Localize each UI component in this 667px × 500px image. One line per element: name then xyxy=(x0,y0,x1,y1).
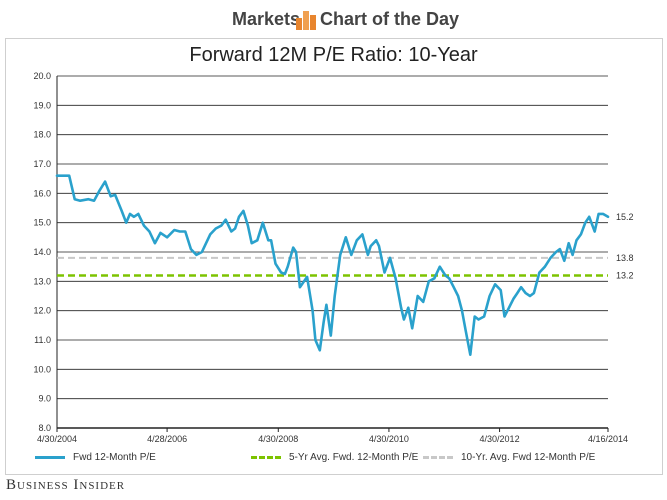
legend: Fwd 12-Month P/E 5-Yr Avg. Fwd. 12-Month… xyxy=(5,447,661,469)
pe-series-end-label: 15.2 xyxy=(616,212,634,222)
business-insider-logo-text: Business Insider xyxy=(6,477,126,493)
y-tick-label: 13.0 xyxy=(33,276,51,286)
legend-label-5yr-avg: 5-Yr Avg. Fwd. 12-Month P/E xyxy=(289,452,419,463)
y-tick-label: 12.0 xyxy=(33,306,51,316)
y-tick-label: 17.0 xyxy=(33,159,51,169)
x-tick-label: 4/16/2014 xyxy=(588,434,628,444)
legend-swatch-10yr-avg xyxy=(423,456,453,459)
bar-chart-logo-icon xyxy=(296,11,316,30)
x-tick-label: 4/30/2008 xyxy=(258,434,298,444)
legend-item-10yr-avg: 10-Yr. Avg. Fwd 12-Month P/E xyxy=(423,452,595,463)
chart-of-the-day-text: Chart of the Day xyxy=(320,9,460,29)
markets-brand-text: Markets xyxy=(232,9,301,29)
x-tick-label: 4/30/2010 xyxy=(369,434,409,444)
pe-series-line xyxy=(55,174,610,357)
y-tick-label: 10.0 xyxy=(33,364,51,374)
header: Markets Chart of the Day xyxy=(0,0,667,40)
y-tick-label: 15.0 xyxy=(33,218,51,228)
y-tick-label: 14.0 xyxy=(33,247,51,257)
x-tick-label: 4/30/2004 xyxy=(37,434,77,444)
chart-title: Forward 12M P/E Ratio: 10-Year xyxy=(189,44,478,66)
y-tick-label: 11.0 xyxy=(34,335,51,345)
y-tick-label: 16.0 xyxy=(33,188,51,198)
legend-label-pe: Fwd 12-Month P/E xyxy=(73,452,156,463)
legend-label-10yr-avg: 10-Yr. Avg. Fwd 12-Month P/E xyxy=(461,452,596,463)
legend-swatch-5yr-avg xyxy=(251,456,281,459)
legend-item-pe: Fwd 12-Month P/E xyxy=(35,452,156,463)
y-tick-label: 18.0 xyxy=(33,130,51,140)
5yr-avg-line-end-label: 13.2 xyxy=(616,270,634,280)
y-tick-label: 19.0 xyxy=(33,100,51,110)
legend-swatch-pe xyxy=(35,456,65,459)
legend-item-5yr-avg: 5-Yr Avg. Fwd. 12-Month P/E xyxy=(251,452,418,463)
x-tick-label: 4/30/2012 xyxy=(480,434,520,444)
x-tick-label: 4/28/2006 xyxy=(147,434,187,444)
y-tick-label: 20.0 xyxy=(33,71,51,81)
y-tick-label: 9.0 xyxy=(38,394,51,404)
y-tick-label: 8.0 xyxy=(38,423,51,433)
10yr-avg-line-end-label: 13.8 xyxy=(616,253,634,263)
